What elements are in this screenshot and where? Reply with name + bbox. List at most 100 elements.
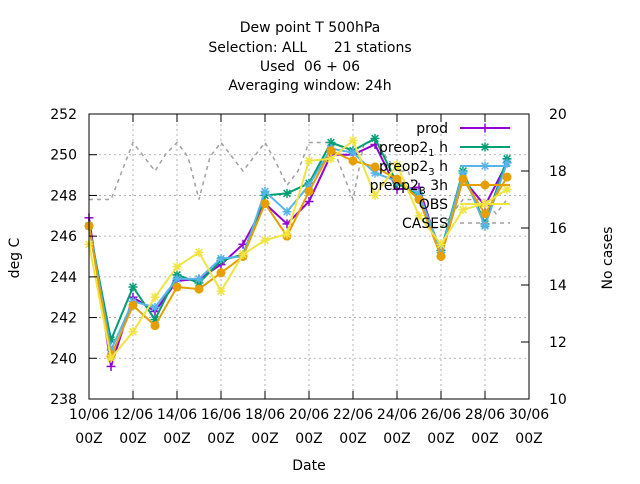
marker-dot: [480, 209, 490, 219]
data-point: [326, 154, 336, 164]
marker-stroke: [327, 154, 335, 163]
marker-dot: [194, 284, 204, 294]
y-tick-label: 242: [50, 311, 77, 327]
data-point: [370, 190, 380, 200]
data-point: [392, 174, 402, 184]
legend-sample-marker: [480, 161, 490, 171]
data-point: [304, 186, 314, 196]
x-tick-label-hour: 00Z: [471, 431, 498, 447]
x-tick-label-date: 14/06: [157, 407, 197, 423]
marker-stroke: [239, 250, 247, 259]
x-tick-label-hour: 00Z: [295, 431, 322, 447]
marker-stroke: [349, 148, 357, 157]
marker-dot: [392, 174, 402, 184]
data-point: [106, 353, 116, 363]
cases-series-layer: [89, 140, 508, 229]
x-tick-label-hour: 00Z: [339, 431, 366, 447]
x-tick-label-hour: 00Z: [207, 431, 234, 447]
marker-stroke: [151, 303, 159, 312]
data-point: [216, 286, 226, 296]
legend-entry-preop2_3h: preop23 h: [379, 159, 510, 178]
data-point: [216, 268, 226, 278]
title-line-3: Used 06 + 06: [260, 59, 360, 75]
marker-stroke: [217, 254, 225, 263]
data-point: [370, 162, 380, 172]
y-axis-label: deg C: [7, 237, 23, 278]
y2-tick-label: 10: [549, 392, 567, 408]
marker-stroke: [371, 134, 379, 143]
marker-stroke: [107, 354, 115, 363]
x-tick-label-date: 28/06: [465, 407, 505, 423]
marker-stroke: [195, 274, 203, 283]
x-tick-label-hour: 00Z: [119, 431, 146, 447]
data-point: [150, 302, 160, 312]
data-point: [172, 274, 182, 284]
marker-stroke: [217, 287, 225, 296]
data-point: [304, 197, 314, 207]
marker-dot: [502, 172, 512, 182]
y2-axis-label: No cases: [600, 227, 616, 290]
legend-sample-marker: [480, 199, 490, 209]
data-point: [260, 186, 270, 196]
data-point: [260, 199, 270, 209]
legend-entry-CASES: CASES: [402, 216, 510, 232]
marker-dot: [348, 156, 358, 166]
data-point: [216, 254, 226, 264]
data-point: [172, 282, 182, 292]
marker-stroke: [261, 236, 269, 245]
marker-stroke: [459, 205, 467, 214]
data-point: [128, 282, 138, 292]
x-tick-label-hour: 00Z: [515, 431, 542, 447]
marker-dot: [414, 195, 424, 204]
marker-dot: [172, 282, 182, 292]
marker-stroke: [349, 136, 357, 145]
x-tick-label-date: 20/06: [289, 407, 329, 423]
series-preop2_B_3h: [84, 146, 512, 361]
series-line-OBS: [88, 138, 508, 361]
data-point: [304, 156, 314, 166]
marker-stroke: [437, 240, 445, 249]
data-point: [194, 274, 204, 284]
legend-entry-preop2_1h: preop21 h: [379, 140, 510, 159]
marker-stroke: [327, 138, 335, 147]
x-tick-label-hour: 00Z: [383, 431, 410, 447]
marker-stroke: [195, 248, 203, 257]
marker-dot: [150, 321, 160, 331]
series-line-CASES: [89, 140, 508, 229]
marker-stroke: [129, 327, 137, 336]
y2-tick-label: 14: [549, 278, 567, 294]
marker-dot: [304, 186, 314, 196]
series-OBS: [84, 135, 512, 363]
marker-stroke: [261, 187, 269, 196]
x-tick-label-date: 18/06: [245, 407, 285, 423]
legend-sample-marker: [480, 142, 490, 152]
marker-dot: [436, 252, 446, 261]
marker-stroke: [283, 189, 291, 198]
data-point: [392, 160, 402, 170]
marker-dot: [326, 146, 336, 156]
marker-stroke: [283, 230, 291, 239]
legend-label: CASES: [402, 216, 448, 232]
y-tick-label: 250: [50, 148, 77, 164]
x-tick-label-date: 16/06: [201, 407, 241, 423]
y2-tick-label: 12: [549, 335, 567, 351]
marker-dot: [128, 300, 138, 310]
legend-entry-preop2_B_3h: preop2B 3h: [370, 178, 510, 197]
y2-tick-label: 18: [549, 164, 567, 180]
axes: 238 240 242 244 246 248 250 252 10 12 14 16 18 20 10/0…: [50, 107, 567, 447]
data-point: [480, 209, 490, 219]
y-tick-label: 248: [50, 188, 77, 204]
marker-stroke: [283, 207, 291, 216]
data-point: [458, 205, 468, 215]
data-point: [172, 262, 182, 272]
marker-stroke: [151, 293, 159, 302]
title-line-2: Selection: ALL 21 stations: [208, 40, 411, 56]
y2-tick-label: 16: [549, 221, 567, 237]
x-tick-label-date: 12/06: [113, 407, 153, 423]
data-point: [502, 172, 512, 182]
marker-stroke: [481, 200, 489, 208]
marker-dot: [260, 199, 270, 209]
y-tick-label: 252: [50, 107, 77, 123]
